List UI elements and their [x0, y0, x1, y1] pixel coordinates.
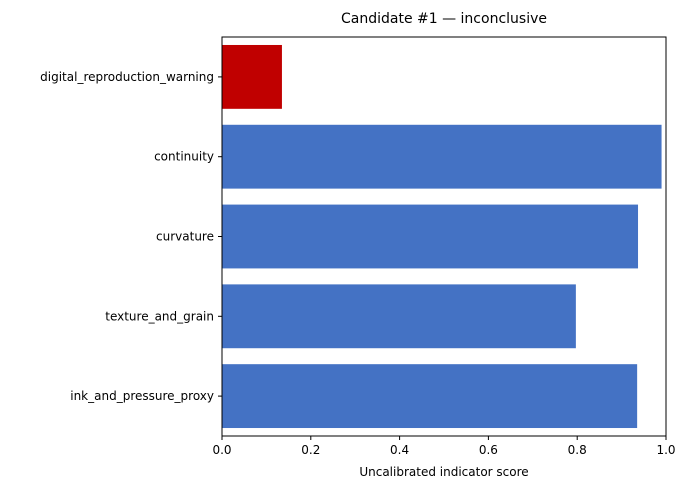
- bar-continuity: [222, 124, 662, 189]
- y-tick-label: continuity: [154, 150, 214, 164]
- x-tick-label: 0.8: [568, 443, 587, 457]
- x-tick-label: 0.2: [301, 443, 320, 457]
- y-tick-label: digital_reproduction_warning: [40, 70, 214, 84]
- y-tick-label: curvature: [156, 230, 214, 244]
- x-tick-label: 0.0: [212, 443, 231, 457]
- bars-group: [222, 44, 662, 429]
- y-axis-ticks: digital_reproduction_warning continuity cu…: [40, 70, 222, 403]
- x-tick-label: 0.4: [390, 443, 409, 457]
- x-axis-ticks: 0.0 0.2 0.4 0.6 0.8 1.0: [212, 436, 676, 457]
- bar-curvature: [222, 204, 639, 269]
- x-tick-label: 0.6: [479, 443, 498, 457]
- chart-title: Candidate #1 — inconclusive: [341, 11, 547, 27]
- bar-ink-and-pressure-proxy: [222, 364, 638, 429]
- x-axis-label: Uncalibrated indicator score: [359, 465, 528, 479]
- bar-digital-reproduction-warning: [222, 44, 282, 109]
- bar-texture-and-grain: [222, 284, 576, 349]
- x-tick-label: 1.0: [656, 443, 675, 457]
- y-tick-label: ink_and_pressure_proxy: [70, 389, 214, 403]
- y-tick-label: texture_and_grain: [105, 309, 214, 323]
